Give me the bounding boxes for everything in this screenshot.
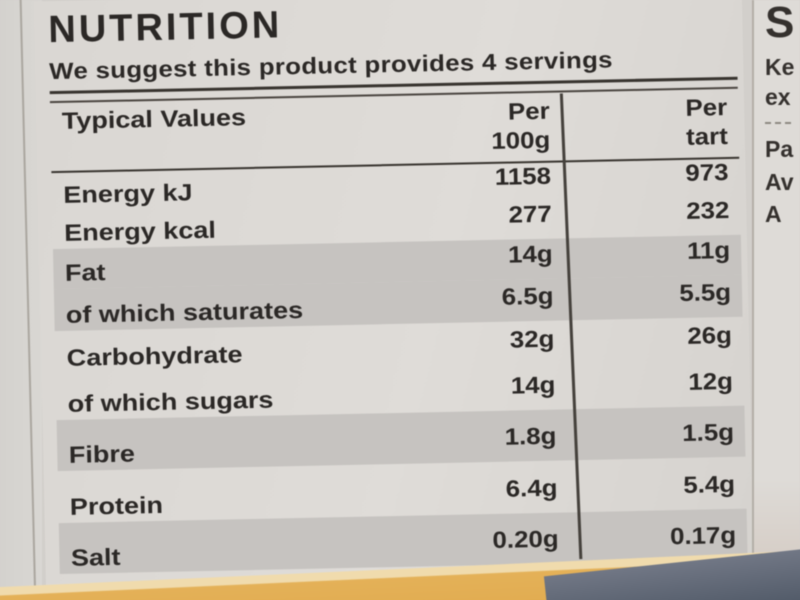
- adjacent-package-panel: S Ke ex Pa Av A: [752, 0, 800, 600]
- header-per-tart: Per tart: [538, 93, 739, 154]
- package-fold-line: [19, 0, 37, 600]
- header-per-tart-line1: Per: [685, 93, 728, 121]
- nutrition-table: Typical Values Per 100g Per tart Energy …: [49, 76, 748, 575]
- header-per-tart-line2: tart: [685, 122, 729, 150]
- side-text-partial: ex: [765, 83, 791, 110]
- side-text-partial: Pa: [765, 136, 794, 163]
- panel-title: NUTRITION: [47, 4, 283, 52]
- table-body: Energy kJ 1158 973 Energy kcal 277 232 F…: [51, 159, 748, 575]
- per-tart-value: 5.5g: [679, 279, 732, 307]
- header-per-100g-line2: 100g: [490, 126, 551, 154]
- side-text-partial: Ke: [765, 53, 795, 80]
- header-per-100g-line1: Per: [507, 97, 550, 125]
- per-tart-value: 11g: [686, 237, 731, 265]
- per-tart-value: 232: [685, 197, 730, 225]
- side-heading-partial: S: [765, 0, 795, 47]
- nutrition-panel: NUTRITION We suggest this product provid…: [33, 0, 755, 600]
- per-tart-value: 973: [685, 159, 729, 187]
- side-divider-line: [765, 122, 791, 125]
- side-text-partial: Av: [765, 169, 794, 196]
- side-text-partial: A: [765, 201, 782, 228]
- per-tart-value: 0.17g: [669, 522, 737, 550]
